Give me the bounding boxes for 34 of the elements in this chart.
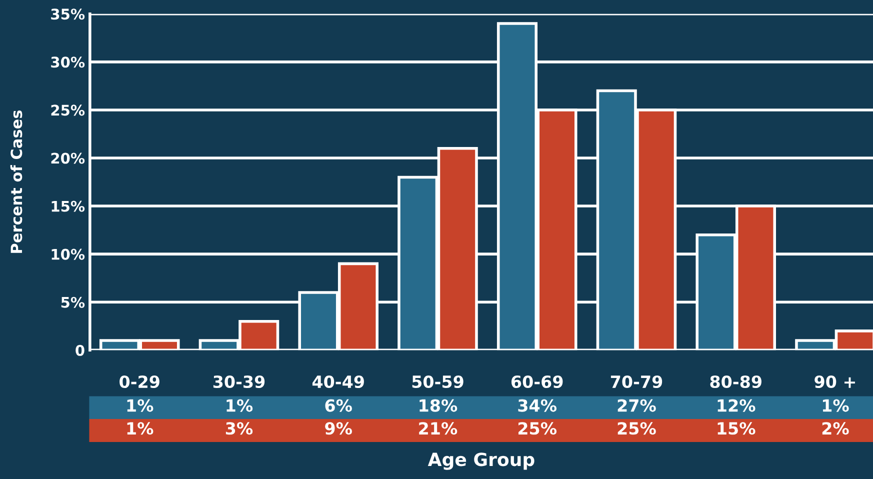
data-label: 12% <box>718 399 756 412</box>
y-tick-label: 5% <box>61 296 85 308</box>
x-tick-label: 90 + <box>814 375 855 388</box>
x-tick-label: 70-79 <box>610 375 662 388</box>
x-tick-label: 50-59 <box>412 375 464 388</box>
data-label: 25% <box>518 422 557 435</box>
y-tick-label: 20% <box>51 152 85 164</box>
data-label: 1% <box>127 399 154 412</box>
data-label: 15% <box>718 422 756 435</box>
data-label: 1% <box>127 422 154 435</box>
x-axis-title: Age Group <box>428 452 534 470</box>
data-label: 18% <box>420 399 458 412</box>
x-tick-label: 30-39 <box>213 375 265 388</box>
x-tick-label: 40-49 <box>312 375 364 388</box>
data-label: 6% <box>325 399 352 412</box>
y-tick-label: 35% <box>51 8 85 20</box>
data-label: 9% <box>325 422 352 435</box>
data-label: 21% <box>419 422 458 435</box>
data-label: 1% <box>822 399 849 412</box>
y-tick-label: 30% <box>51 56 85 68</box>
y-tick-label: 0 <box>76 344 84 356</box>
data-label: 34% <box>518 399 557 412</box>
data-label: 3% <box>226 422 253 435</box>
x-tick-label: 60-69 <box>511 375 563 388</box>
data-label: 27% <box>618 399 656 412</box>
x-tick-label: 0-29 <box>120 375 160 388</box>
x-tick-label: 80-89 <box>710 375 762 388</box>
y-tick-label: 15% <box>52 200 85 212</box>
y-tick-label: 25% <box>51 104 85 116</box>
data-label: 2% <box>822 422 849 435</box>
y-axis-title: Percent of Cases <box>10 110 22 253</box>
data-label: 25% <box>618 422 656 435</box>
data-label: 1% <box>226 399 253 412</box>
y-tick-label: 10% <box>52 248 85 260</box>
